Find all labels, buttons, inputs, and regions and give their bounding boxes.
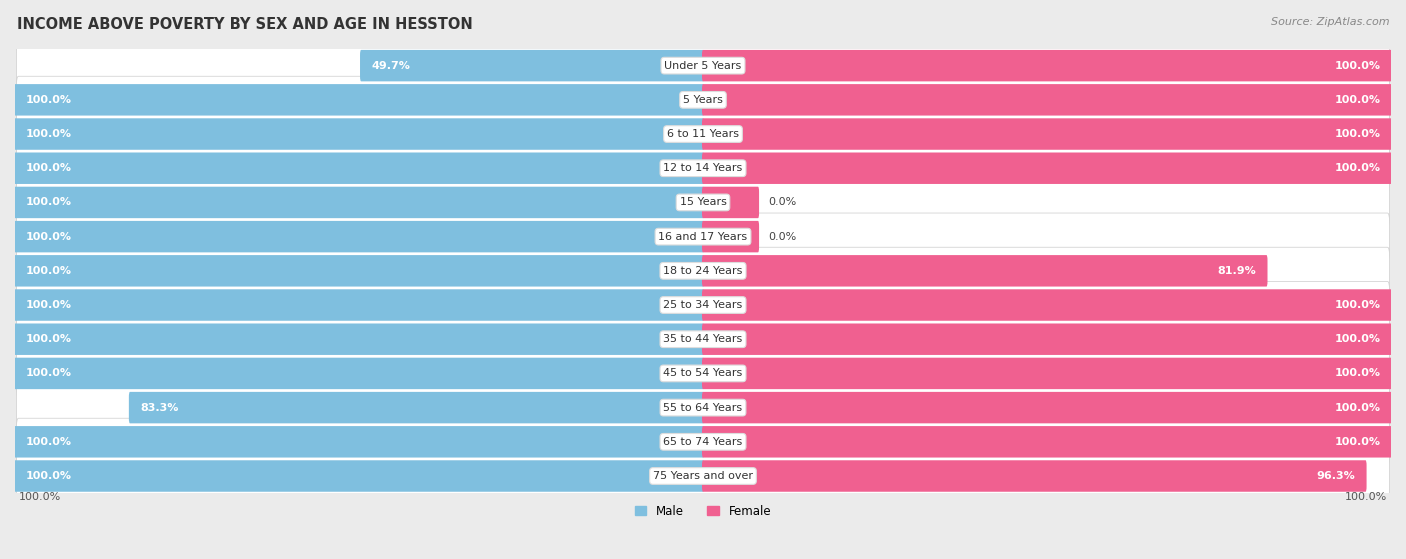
Text: 45 to 54 Years: 45 to 54 Years [664, 368, 742, 378]
Text: 100.0%: 100.0% [25, 300, 72, 310]
Text: 100.0%: 100.0% [25, 197, 72, 207]
Text: 100.0%: 100.0% [1334, 163, 1381, 173]
FancyBboxPatch shape [702, 460, 1367, 492]
Text: 100.0%: 100.0% [25, 266, 72, 276]
FancyBboxPatch shape [14, 358, 704, 389]
FancyBboxPatch shape [702, 290, 1392, 321]
FancyBboxPatch shape [17, 76, 1389, 124]
FancyBboxPatch shape [17, 418, 1389, 466]
Text: 100.0%: 100.0% [25, 129, 72, 139]
Text: 100.0%: 100.0% [25, 471, 72, 481]
Text: 100.0%: 100.0% [25, 437, 72, 447]
Text: 12 to 14 Years: 12 to 14 Years [664, 163, 742, 173]
FancyBboxPatch shape [17, 452, 1389, 500]
Text: 100.0%: 100.0% [1334, 60, 1381, 70]
Text: 49.7%: 49.7% [371, 60, 411, 70]
Text: 81.9%: 81.9% [1218, 266, 1256, 276]
Text: 100.0%: 100.0% [25, 163, 72, 173]
Text: 100.0%: 100.0% [25, 231, 72, 241]
Text: 18 to 24 Years: 18 to 24 Years [664, 266, 742, 276]
FancyBboxPatch shape [702, 153, 1392, 184]
Text: 0.0%: 0.0% [768, 197, 797, 207]
FancyBboxPatch shape [17, 213, 1389, 260]
Text: 100.0%: 100.0% [1334, 334, 1381, 344]
Text: 5 Years: 5 Years [683, 95, 723, 105]
FancyBboxPatch shape [17, 247, 1389, 295]
FancyBboxPatch shape [702, 221, 759, 252]
FancyBboxPatch shape [702, 392, 1392, 423]
FancyBboxPatch shape [702, 119, 1392, 150]
Text: 100.0%: 100.0% [18, 492, 60, 502]
FancyBboxPatch shape [17, 384, 1389, 431]
FancyBboxPatch shape [17, 145, 1389, 192]
FancyBboxPatch shape [702, 187, 759, 218]
Legend: Male, Female: Male, Female [630, 500, 776, 523]
Text: Source: ZipAtlas.com: Source: ZipAtlas.com [1271, 17, 1389, 27]
FancyBboxPatch shape [14, 119, 704, 150]
FancyBboxPatch shape [14, 324, 704, 355]
FancyBboxPatch shape [129, 392, 704, 423]
Text: 100.0%: 100.0% [25, 334, 72, 344]
Text: 100.0%: 100.0% [1334, 300, 1381, 310]
Text: 100.0%: 100.0% [1334, 402, 1381, 413]
FancyBboxPatch shape [14, 426, 704, 458]
Text: 15 Years: 15 Years [679, 197, 727, 207]
FancyBboxPatch shape [14, 255, 704, 287]
FancyBboxPatch shape [702, 358, 1392, 389]
Text: 65 to 74 Years: 65 to 74 Years [664, 437, 742, 447]
FancyBboxPatch shape [14, 290, 704, 321]
Text: 100.0%: 100.0% [1334, 129, 1381, 139]
Text: INCOME ABOVE POVERTY BY SEX AND AGE IN HESSTON: INCOME ABOVE POVERTY BY SEX AND AGE IN H… [17, 17, 472, 32]
FancyBboxPatch shape [14, 84, 704, 116]
FancyBboxPatch shape [17, 350, 1389, 397]
Text: 75 Years and over: 75 Years and over [652, 471, 754, 481]
Text: 100.0%: 100.0% [25, 368, 72, 378]
FancyBboxPatch shape [702, 50, 1392, 82]
Text: 96.3%: 96.3% [1316, 471, 1355, 481]
Text: 35 to 44 Years: 35 to 44 Years [664, 334, 742, 344]
Text: 16 and 17 Years: 16 and 17 Years [658, 231, 748, 241]
FancyBboxPatch shape [702, 255, 1267, 287]
Text: 6 to 11 Years: 6 to 11 Years [666, 129, 740, 139]
FancyBboxPatch shape [14, 460, 704, 492]
Text: 55 to 64 Years: 55 to 64 Years [664, 402, 742, 413]
Text: 100.0%: 100.0% [1346, 492, 1388, 502]
FancyBboxPatch shape [17, 281, 1389, 329]
FancyBboxPatch shape [702, 426, 1392, 458]
FancyBboxPatch shape [702, 84, 1392, 116]
FancyBboxPatch shape [360, 50, 704, 82]
Text: 0.0%: 0.0% [768, 231, 797, 241]
Text: 83.3%: 83.3% [141, 402, 179, 413]
Text: 100.0%: 100.0% [1334, 437, 1381, 447]
FancyBboxPatch shape [17, 111, 1389, 158]
FancyBboxPatch shape [702, 324, 1392, 355]
FancyBboxPatch shape [14, 187, 704, 218]
FancyBboxPatch shape [17, 179, 1389, 226]
FancyBboxPatch shape [14, 221, 704, 252]
Text: 100.0%: 100.0% [1334, 95, 1381, 105]
Text: 100.0%: 100.0% [1334, 368, 1381, 378]
Text: Under 5 Years: Under 5 Years [665, 60, 741, 70]
FancyBboxPatch shape [17, 42, 1389, 89]
FancyBboxPatch shape [17, 316, 1389, 363]
Text: 100.0%: 100.0% [25, 95, 72, 105]
Text: 25 to 34 Years: 25 to 34 Years [664, 300, 742, 310]
FancyBboxPatch shape [14, 153, 704, 184]
